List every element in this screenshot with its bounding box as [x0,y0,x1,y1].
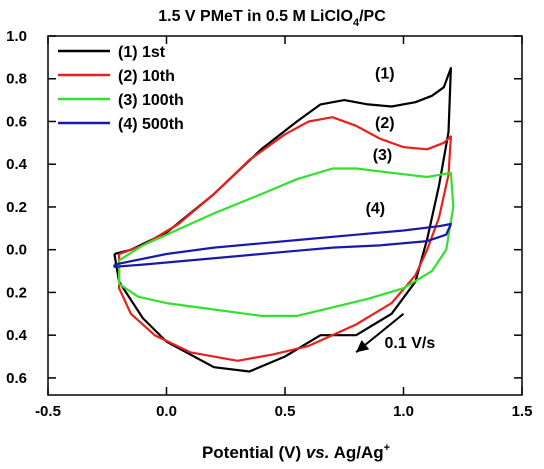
svg-text:1.5 V PMeT in 0.5 M LiClO4/PC: 1.5 V PMeT in 0.5 M LiClO4/PC [158,8,386,29]
svg-text:Potential (V) vs. Ag/Ag+: Potential (V) vs. Ag/Ag+ [202,442,390,462]
annotation-label: (3) [373,147,393,164]
xlabel-main-text: Potential (V) [202,443,306,462]
y-axis: 1.0 0.8 0.6 0.4 0.2 0.0 0.2 0.4 0.6 [6,28,522,387]
x-tick-label: 0.0 [156,403,177,420]
y-tick-label: 0.0 [6,242,27,259]
x-axis-label: Potential (V) vs. Ag/Ag+ [202,442,390,462]
series-lines [113,66,455,373]
y-tick-label: 0.4 [6,327,28,344]
title-subscript: 4 [353,17,360,29]
annotations: (1) (2) (3) (4) 0.1 V/s [355,66,436,354]
annotation-label: (4) [366,200,386,217]
legend-label-4: (4) 500th [118,116,184,133]
legend: (1) 1st (2) 10th (3) 100th (4) 500th [58,44,184,133]
annotation-label: 0.1 V/s [385,335,436,352]
annotation-label: (2) [375,115,395,132]
chart-title: 1.5 V PMeT in 0.5 M LiClO4/PC [158,8,386,29]
title-tail-text: /PC [359,8,386,25]
y-tick-label: 0.6 [6,370,27,387]
y-tick-label: 0.6 [6,113,27,130]
y-tick-label: 0.4 [6,156,28,173]
legend-label-3: (3) 100th [118,92,184,109]
series-line-4 [113,222,452,268]
x-axis: -0.5 0.0 0.5 1.0 1.5 [35,36,532,420]
x-tick-label: 0.5 [275,403,296,420]
series-line-2 [117,116,452,362]
annotation-label: (1) [375,66,395,83]
x-tick-label: 1.0 [393,403,414,420]
x-tick-label: 1.5 [512,403,533,420]
y-tick-label: 1.0 [6,28,27,45]
y-tick-label: 0.2 [6,284,27,301]
xlabel-superscript: + [384,442,390,454]
series-line-1 [113,66,452,373]
title-main-text: 1.5 V PMeT in 0.5 M LiClO [158,8,353,25]
legend-label-2: (2) 10th [118,68,175,85]
xlabel-italic-text: vs. [306,443,330,462]
y-tick-label: 0.8 [6,71,27,88]
legend-label-1: (1) 1st [118,44,166,61]
scan-arrow-head [356,340,370,353]
y-tick-label: 0.2 [6,199,27,216]
xlabel-tail-text: Ag/Ag [329,443,383,462]
x-tick-label: -0.5 [35,403,61,420]
